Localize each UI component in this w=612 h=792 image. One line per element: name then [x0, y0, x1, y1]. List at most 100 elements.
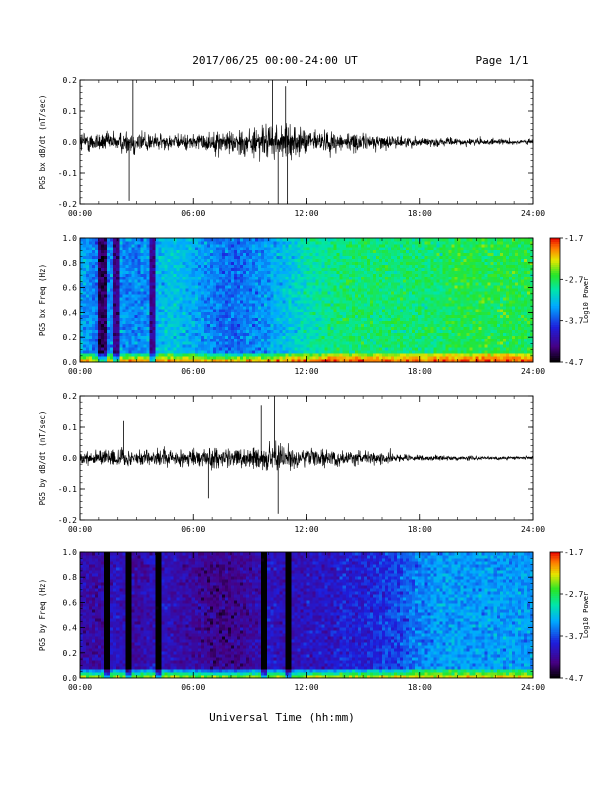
heatmap-cell [83, 305, 87, 310]
heatmap-cell [382, 249, 386, 254]
heatmap-cell [363, 314, 368, 319]
heatmap-cell [243, 308, 247, 313]
heatmap-cell [357, 285, 362, 289]
heatmap-cell [80, 300, 84, 304]
heatmap-cell [354, 291, 359, 295]
heatmap-cell [246, 246, 250, 251]
heatmap-cell [149, 347, 153, 351]
heatmap-cell [333, 317, 338, 322]
heatmap-cell [134, 311, 138, 316]
heatmap-cell [318, 267, 322, 271]
heatmap-cell [318, 302, 322, 307]
heatmap-cell [427, 270, 431, 274]
heatmap-cell [372, 282, 377, 286]
heatmap-cell [336, 341, 341, 345]
heatmap-cell [240, 320, 244, 325]
heatmap-cell [200, 291, 205, 295]
heatmap-cell [203, 344, 208, 348]
heatmap-cell [366, 243, 371, 248]
heatmap-cell [110, 285, 114, 289]
heatmap-cell [418, 332, 422, 336]
heatmap-cell [155, 294, 159, 298]
heatmap-cell [297, 297, 301, 301]
heatmap-cell [231, 308, 235, 313]
heatmap-cell [424, 261, 428, 265]
heatmap-cell [273, 341, 277, 345]
heatmap-cell [227, 335, 232, 339]
heatmap-cell [246, 341, 250, 345]
heatmap-cell [303, 359, 307, 363]
heatmap-cell [397, 297, 401, 301]
heatmap-cell [391, 258, 395, 263]
heatmap-cell [240, 344, 244, 348]
heatmap-cell [206, 276, 211, 280]
heatmap-cell [282, 311, 286, 316]
heatmap-cell [424, 285, 428, 289]
heatmap-cell [206, 305, 211, 310]
heatmap-cell [249, 338, 253, 342]
heatmap-cell [279, 288, 283, 292]
heatmap-cell [221, 273, 226, 277]
heatmap-cell [357, 240, 362, 245]
heatmap-cell [391, 285, 395, 289]
heatmap-cell [203, 308, 208, 313]
heatmap-cell [131, 320, 135, 325]
heatmap-cell [116, 270, 120, 274]
heatmap-cell [98, 282, 102, 286]
heatmap-cell [294, 311, 298, 316]
heatmap-cell [215, 347, 220, 351]
heatmap-cell [372, 291, 377, 295]
heatmap-cell [137, 238, 141, 242]
heatmap-cell [167, 323, 171, 327]
heatmap-cell [321, 308, 326, 313]
heatmap-cell [315, 308, 319, 313]
heatmap-cell [83, 294, 87, 298]
heatmap-cell [221, 359, 226, 363]
heatmap-cell [342, 255, 347, 260]
heatmap-cell [110, 270, 114, 274]
heatmap-cell [155, 320, 159, 325]
heatmap-cell [400, 243, 404, 248]
heatmap-cell [209, 264, 214, 268]
heatmap-cell [194, 246, 199, 251]
heatmap-cell [185, 326, 190, 330]
heatmap-cell [276, 297, 280, 301]
heatmap-cell [155, 344, 159, 348]
heatmap-cell [161, 294, 165, 298]
heatmap-cell [294, 264, 298, 268]
heatmap-cell [158, 246, 162, 251]
heatmap-cell [415, 238, 419, 242]
heatmap-cell [252, 341, 256, 345]
heatmap-cell [400, 326, 404, 330]
heatmap-cell [385, 243, 389, 248]
heatmap-cell [424, 302, 428, 307]
heatmap-cell [224, 273, 229, 277]
heatmap-cell [80, 297, 84, 301]
heatmap-cell [375, 267, 380, 271]
heatmap-cell [342, 308, 347, 313]
heatmap-cell [194, 267, 199, 271]
heatmap-cell [170, 294, 175, 298]
heatmap-cell [273, 255, 277, 260]
heatmap-cell [318, 344, 322, 348]
heatmap-cell [98, 344, 102, 348]
heatmap-cell [378, 249, 383, 254]
heatmap-cell [137, 276, 141, 280]
heatmap-cell [197, 255, 202, 260]
heatmap-cell [279, 323, 283, 327]
heatmap-cell [397, 282, 401, 286]
heatmap-cell [348, 246, 353, 251]
heatmap-cell [119, 326, 123, 330]
heatmap-cell [306, 347, 310, 351]
heatmap-cell [110, 282, 114, 286]
heatmap-cell [397, 252, 401, 257]
heatmap-cell [291, 326, 295, 330]
heatmap-cell [155, 305, 159, 310]
heatmap-cell [146, 249, 150, 254]
heatmap-cell [116, 335, 120, 339]
heatmap-cell [149, 353, 153, 357]
heatmap-cell [403, 329, 407, 333]
heatmap-cell [182, 279, 187, 283]
heatmap-cell [394, 240, 398, 245]
heatmap-cell [128, 261, 132, 265]
